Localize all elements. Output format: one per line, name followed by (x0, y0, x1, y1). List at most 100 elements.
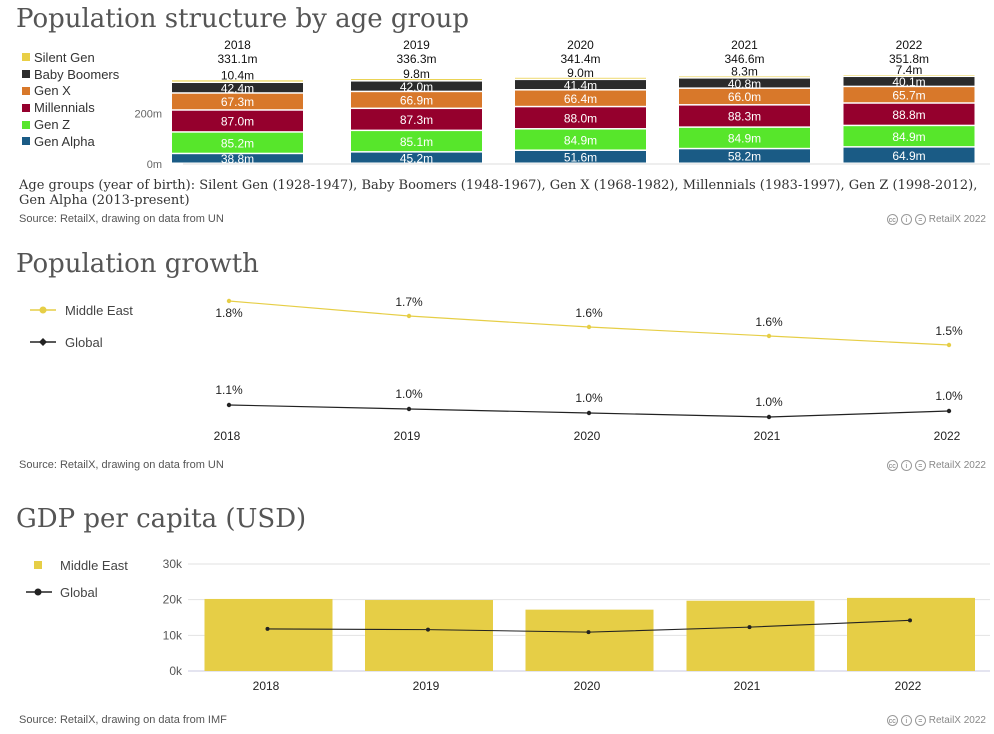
growth-source: Source: RetailX, drawing on data from UN (19, 459, 224, 471)
age-value-label-millennials: 87.3m (400, 113, 433, 127)
growth-legend: Middle East Global (30, 302, 133, 350)
age-legend-item[interactable]: Gen X (22, 83, 119, 100)
growth-point-middle-east (406, 313, 412, 319)
age-value-label-gen-alpha: 58.2m (728, 150, 761, 164)
age-total-label: 341.4m (560, 52, 600, 66)
age-value-label-gen-x: 67.3m (221, 95, 254, 109)
age-value-label-gen-x: 66.4m (564, 92, 597, 106)
brand-label: RetailX 2022 (928, 460, 986, 471)
age-value-label-baby-boomers: 40.1m (892, 75, 925, 89)
age-value-label-gen-z: 84.9m (892, 130, 925, 144)
growth-chart-title: Population growth (16, 249, 259, 279)
gdp-x-tick: 2020 (574, 679, 601, 693)
age-legend-item[interactable]: Silent Gen (22, 49, 119, 66)
gdp-y-tick: 20k (163, 593, 183, 607)
age-value-label-millennials: 88.8m (892, 108, 925, 122)
growth-x-tick: 2020 (574, 429, 601, 443)
legend-swatch (22, 137, 30, 146)
growth-value-label-global: 1.0% (935, 389, 963, 403)
legend-label: Gen Alpha (34, 133, 95, 149)
gdp-bar-middle-east (847, 597, 975, 671)
age-year-label: 2019 (403, 38, 430, 52)
legend-swatch (22, 86, 30, 95)
gdp-point-global (586, 630, 591, 635)
age-bar-segment-baby-boomers (351, 81, 482, 91)
growth-value-label-middle-east: 1.7% (395, 295, 423, 309)
age-legend: Silent Gen Baby Boomers Gen X Millennials Ge… (22, 49, 119, 150)
population-growth-chart: 1.8% 1.7% 1.6% 1.6% 1.5% 1.1% 1.0% 1.0% 1.0% 1.0%… (214, 295, 963, 443)
nd-icon: = (914, 715, 926, 726)
growth-value-label-global: 1.0% (575, 391, 603, 405)
age-value-label-gen-x: 65.7m (892, 88, 925, 102)
age-value-label-baby-boomers: 40.8m (728, 77, 761, 91)
age-total-label: 351.8m (889, 52, 929, 66)
gdp-y-tick: 0k (169, 664, 183, 678)
gdp-point-global (265, 626, 270, 631)
age-value-label-gen-alpha: 51.6m (564, 150, 597, 164)
age-bar-segment-millennials (679, 105, 810, 127)
age-bar-segment-silent-gen (351, 79, 482, 81)
age-chart-title: Population structure by age group (16, 4, 470, 34)
age-brand: cc i = RetailX 2022 (886, 214, 986, 225)
age-legend-item[interactable]: Millennials (22, 99, 119, 116)
gdp-x-tick: 2022 (895, 679, 922, 693)
legend-label: Gen Z (34, 117, 71, 133)
nd-icon: = (914, 214, 926, 225)
age-value-label-gen-z: 85.1m (400, 135, 433, 149)
age-legend-item[interactable]: Baby Boomers (22, 66, 119, 83)
age-legend-item[interactable]: Gen Alpha (22, 133, 119, 150)
gdp-brand: cc i = RetailX 2022 (886, 715, 986, 726)
growth-value-label-middle-east: 1.8% (215, 306, 243, 320)
growth-point-middle-east (586, 324, 592, 330)
age-bar-segment-gen-x (172, 93, 303, 110)
age-value-label-gen-z: 85.2m (221, 136, 254, 150)
gdp-legend-item[interactable]: Global (26, 584, 128, 600)
age-value-label-gen-alpha: 38.8m (221, 152, 254, 166)
age-year-label: 2018 (224, 38, 251, 52)
age-year-label: 2020 (567, 38, 594, 52)
age-value-label-millennials: 87.0m (221, 115, 254, 129)
age-value-label-gen-z: 84.9m (728, 132, 761, 146)
legend-line-marker-icon (30, 338, 56, 346)
age-value-label-silent-gen: 10.4m (221, 68, 254, 82)
age-total-label: 331.1m (217, 52, 257, 66)
age-value-label-baby-boomers: 42.4m (221, 81, 254, 95)
growth-x-tick: 2022 (934, 429, 961, 443)
age-source: Source: RetailX, drawing on data from UN (19, 213, 224, 225)
legend-label: Baby Boomers (34, 66, 120, 82)
legend-label: Silent Gen (34, 49, 95, 65)
legend-line-marker-icon (26, 588, 52, 596)
growth-brand: cc i = RetailX 2022 (886, 460, 986, 471)
age-bar-segment-millennials (351, 109, 482, 130)
age-bar-segment-gen-z (172, 132, 303, 153)
cc-icon: cc (886, 214, 898, 225)
age-bar-segment-millennials (843, 103, 975, 125)
growth-point-middle-east (226, 298, 232, 304)
gdp-bar-middle-east (525, 609, 654, 671)
legend-label: Millennials (34, 100, 95, 116)
growth-legend-item[interactable]: Global (30, 334, 133, 350)
age-bar-segment-gen-z (351, 131, 482, 152)
age-bar-segment-silent-gen (515, 77, 646, 79)
gdp-x-tick: 2021 (734, 679, 761, 693)
age-legend-item[interactable]: Gen Z (22, 116, 119, 133)
gdp-per-capita-chart: 0k 10k 20k 30k 2018 2019 2020 2021 2022 (163, 557, 990, 693)
age-value-label-gen-z: 84.9m (564, 133, 597, 147)
growth-legend-item[interactable]: Middle East (30, 302, 133, 318)
legend-swatch (22, 120, 30, 129)
age-value-label-silent-gen: 9.8m (403, 67, 430, 81)
age-value-label-millennials: 88.3m (728, 110, 761, 124)
growth-value-label-global: 1.0% (755, 395, 783, 409)
gdp-bar-middle-east (204, 598, 333, 671)
age-bar-segment-baby-boomers (515, 80, 646, 90)
by-icon: i (900, 460, 912, 471)
age-y-tick: 200m (134, 109, 162, 121)
growth-value-label-middle-east: 1.6% (755, 315, 783, 329)
gdp-point-global (747, 625, 752, 630)
age-value-label-silent-gen: 9.0m (567, 66, 594, 80)
legend-label: Middle East (60, 557, 128, 573)
age-bar-segment-silent-gen (679, 76, 810, 78)
gdp-legend-item[interactable]: Middle East (26, 557, 128, 573)
age-bar-segment-silent-gen (172, 80, 303, 82)
